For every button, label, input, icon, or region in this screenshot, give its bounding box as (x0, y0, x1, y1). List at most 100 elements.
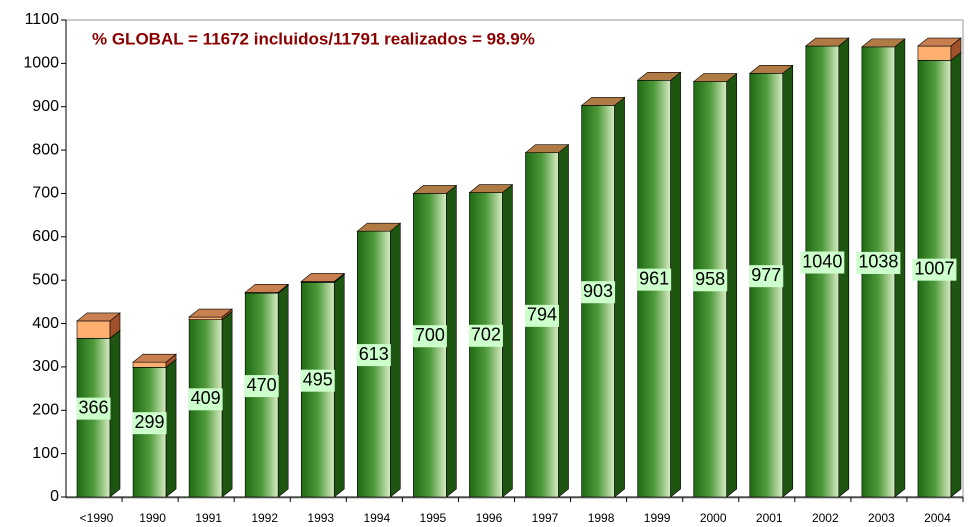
bar-face (277, 284, 289, 498)
bar-face (412, 185, 458, 194)
x-tick-label: 1994 (363, 511, 390, 525)
y-tick-label: 0 (50, 488, 59, 505)
value-label-box (800, 251, 845, 274)
x-tick-label: 2001 (756, 511, 783, 525)
value-label: 958 (695, 269, 725, 289)
bar-face (692, 73, 738, 82)
bar-face (726, 72, 737, 498)
value-label-box (244, 375, 279, 398)
bar-segment (917, 37, 962, 61)
value-label-box (356, 344, 391, 367)
value-label: 613 (359, 344, 389, 364)
x-tick-label: 1998 (588, 511, 615, 525)
value-label-box (188, 388, 223, 411)
bar-face (132, 361, 167, 368)
bar-face (580, 97, 626, 106)
value-label: 977 (751, 265, 781, 285)
value-label: 495 (303, 369, 333, 389)
bar-segment (188, 308, 233, 321)
chart-title: % GLOBAL = 11672 incluidos/11791 realiza… (92, 29, 535, 48)
value-label-box (581, 281, 616, 304)
bar-face (446, 184, 457, 498)
bar-face (748, 65, 794, 74)
value-label-box (637, 268, 672, 291)
x-tick-label: 1999 (644, 511, 671, 525)
x-tick-label: 1997 (532, 511, 559, 525)
bar-face (188, 308, 233, 318)
value-label: 1007 (914, 258, 954, 278)
value-label: 794 (527, 305, 557, 325)
bar-face (524, 144, 570, 153)
bar-face (188, 316, 223, 320)
bar-face (244, 284, 290, 293)
bar-face (917, 45, 952, 61)
value-label: 700 (415, 325, 445, 345)
x-tick-label: 2002 (812, 511, 839, 525)
y-tick-label: 1000 (23, 55, 59, 72)
value-label-box (300, 369, 335, 392)
bar-face (917, 37, 962, 47)
x-tick-label: 1993 (307, 511, 334, 525)
value-label: 702 (471, 325, 501, 345)
bar-segment (244, 283, 290, 294)
y-tick-label: 700 (32, 185, 59, 202)
value-label: 961 (639, 268, 669, 288)
value-label: 903 (583, 281, 613, 301)
x-tick-label: 2000 (700, 511, 727, 525)
x-tick-label: 2003 (868, 511, 895, 525)
value-label-box (525, 304, 559, 327)
value-label: 299 (135, 412, 165, 432)
bar-segment (76, 312, 121, 339)
bar-face (804, 37, 850, 47)
bar-face (390, 222, 401, 498)
value-label: 409 (191, 388, 221, 408)
value-label-box (468, 324, 503, 347)
bar-face (502, 183, 513, 498)
bar-segment (132, 353, 177, 368)
bar-face (636, 71, 682, 81)
y-tick-label: 600 (32, 228, 59, 245)
x-tick-label: 2004 (924, 511, 951, 525)
value-label: 1040 (802, 251, 842, 271)
bar-face (221, 311, 233, 498)
bar-face (109, 329, 121, 498)
value-label-box (749, 265, 784, 288)
y-tick-label: 500 (32, 271, 59, 288)
bar-face (614, 96, 625, 498)
value-label-box (856, 251, 901, 274)
bar-face (76, 320, 111, 339)
x-tick-label: 1996 (476, 511, 503, 525)
bar-face (165, 358, 177, 498)
y-tick-label: 800 (32, 141, 59, 158)
y-tick-label: 900 (32, 98, 59, 115)
value-label-box (76, 397, 111, 420)
value-label-box (412, 325, 447, 348)
bar-face (333, 273, 345, 498)
y-tick-label: 400 (32, 315, 59, 332)
bar-face (782, 64, 794, 498)
x-tick-label: <1990 (80, 511, 114, 525)
value-label-box (132, 412, 167, 435)
bar-face (861, 38, 906, 48)
y-tick-label: 100 (32, 445, 59, 462)
bar-face (132, 353, 177, 363)
value-label-box (912, 258, 957, 281)
bar-face (558, 144, 569, 498)
x-tick-label: 1991 (195, 511, 222, 525)
value-label-box (693, 269, 728, 292)
x-tick-label: 1990 (139, 511, 166, 525)
bar-face (76, 312, 121, 322)
y-tick-label: 200 (32, 401, 59, 418)
bar-face (300, 273, 346, 282)
value-label: 1038 (858, 252, 898, 272)
y-tick-label: 1100 (25, 11, 60, 28)
x-tick-label: 1992 (251, 511, 278, 525)
bar-face (468, 184, 514, 193)
bar-segment (300, 272, 346, 283)
y-tick-label: 300 (32, 358, 59, 375)
value-label: 470 (247, 375, 277, 395)
bar-face (670, 71, 681, 498)
value-label: 366 (78, 397, 108, 417)
x-tick-label: 1995 (420, 511, 447, 525)
